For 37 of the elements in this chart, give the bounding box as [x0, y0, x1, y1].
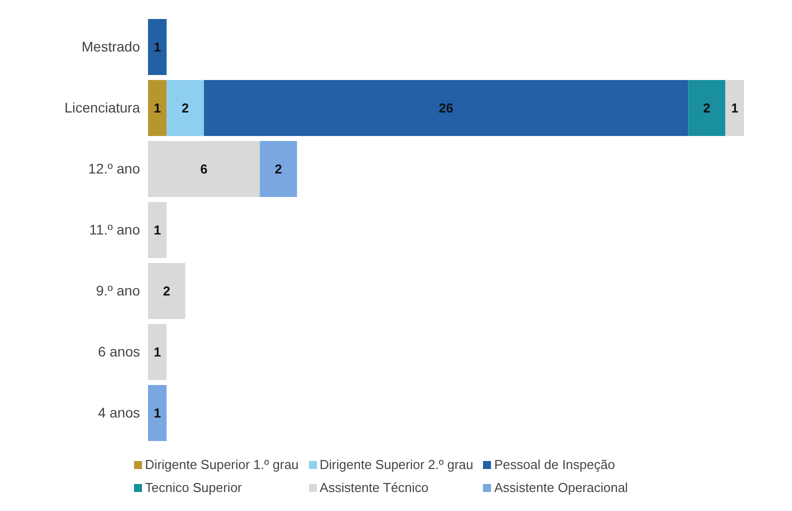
data-label: 1	[154, 100, 161, 116]
y-tick-label: Licenciatura	[64, 99, 140, 116]
data-label: 1	[154, 40, 161, 55]
y-tick-label: 4 anos	[98, 404, 140, 420]
legend-label: Pessoal de Inspeção	[494, 457, 615, 472]
data-label: 2	[703, 100, 710, 116]
bar	[148, 141, 260, 197]
data-label: 2	[182, 100, 189, 116]
legend-label: Tecnico Superior	[145, 480, 242, 495]
y-tick-label: 9.º ano	[96, 282, 140, 298]
data-label: 1	[154, 222, 161, 238]
bar	[148, 385, 167, 441]
data-label: 2	[274, 162, 282, 177]
legend-label: Assistente Técnico	[320, 480, 429, 495]
data-label: 2	[163, 284, 170, 299]
data-label: 26	[438, 100, 454, 116]
bar	[148, 263, 186, 319]
data-label: 1	[154, 344, 161, 360]
bar	[148, 19, 167, 75]
bar	[166, 80, 204, 136]
legend-label: Dirigente Superior 2.º grau	[320, 457, 474, 472]
bar	[725, 80, 744, 136]
y-tick-label: Mestrado	[82, 38, 140, 54]
bar	[204, 80, 688, 136]
y-tick-label: 12.º ano	[88, 160, 140, 176]
legend-label: Dirigente Superior 1.º grau	[145, 457, 299, 472]
bar	[148, 202, 167, 258]
bar	[260, 141, 297, 197]
y-tick-label: 11.º ano	[89, 221, 140, 238]
bar	[688, 80, 726, 136]
data-label: 1	[731, 100, 738, 116]
legend-label: Assistente Operacional	[494, 480, 628, 495]
y-tick-label: 6 anos	[98, 343, 140, 360]
bar	[148, 80, 167, 136]
data-label: 6	[200, 162, 208, 177]
bar	[148, 324, 167, 380]
data-label: 1	[154, 406, 161, 421]
